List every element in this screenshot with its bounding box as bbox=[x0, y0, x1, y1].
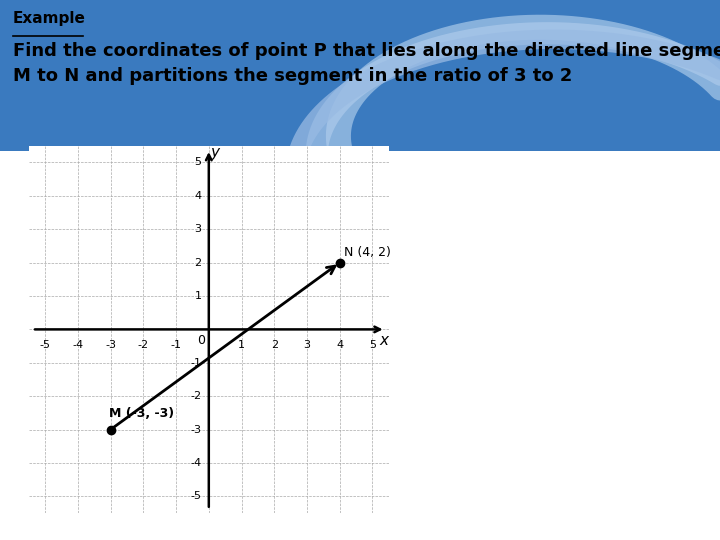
Text: 3: 3 bbox=[194, 224, 202, 234]
Text: 5: 5 bbox=[369, 340, 376, 350]
Text: -5: -5 bbox=[191, 491, 202, 501]
Text: -1: -1 bbox=[191, 358, 202, 368]
Text: Example: Example bbox=[13, 11, 86, 25]
Text: Find the coordinates of point P that lies along the directed line segment from
M: Find the coordinates of point P that lie… bbox=[13, 42, 720, 85]
Text: 5: 5 bbox=[194, 158, 202, 167]
Text: 1: 1 bbox=[194, 291, 202, 301]
Text: -2: -2 bbox=[138, 340, 149, 350]
Text: -4: -4 bbox=[191, 458, 202, 468]
Text: 2: 2 bbox=[194, 258, 202, 268]
Text: 3: 3 bbox=[304, 340, 310, 350]
Text: 4: 4 bbox=[194, 191, 202, 201]
Text: M (-3, -3): M (-3, -3) bbox=[109, 407, 174, 420]
Text: N (4, 2): N (4, 2) bbox=[343, 246, 390, 259]
Text: -1: -1 bbox=[171, 340, 181, 350]
Text: 4: 4 bbox=[336, 340, 343, 350]
Text: x: x bbox=[379, 333, 388, 348]
Text: y: y bbox=[210, 145, 219, 160]
Text: -4: -4 bbox=[72, 340, 84, 350]
Text: 0: 0 bbox=[197, 334, 206, 347]
Text: -3: -3 bbox=[105, 340, 116, 350]
FancyBboxPatch shape bbox=[0, 0, 720, 151]
Text: 1: 1 bbox=[238, 340, 245, 350]
Text: -3: -3 bbox=[191, 424, 202, 435]
Text: -2: -2 bbox=[191, 391, 202, 401]
Text: -5: -5 bbox=[40, 340, 50, 350]
Text: 2: 2 bbox=[271, 340, 278, 350]
